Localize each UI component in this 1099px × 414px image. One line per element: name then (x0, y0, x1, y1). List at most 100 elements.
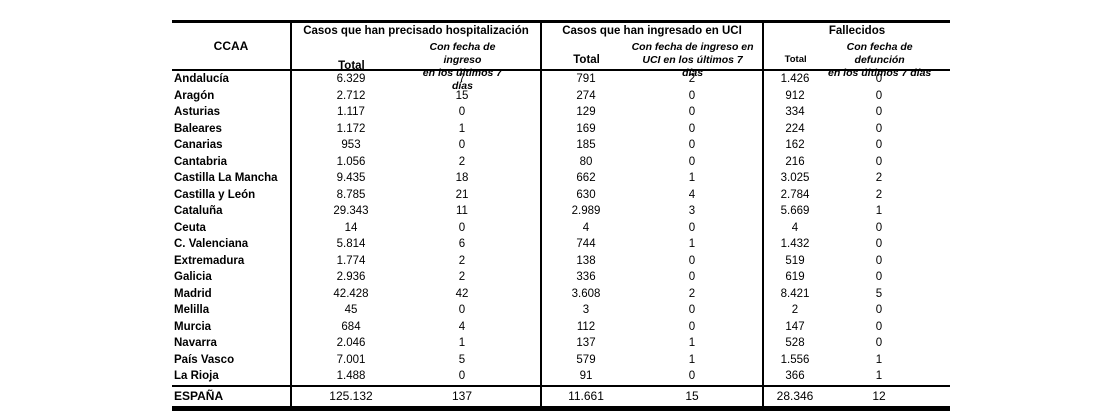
table-row: Melilla 45 0 3 0 2 0 (172, 302, 950, 319)
value-cell: 2 (458, 271, 466, 284)
value-cell: 2.046 (290, 335, 410, 352)
value-cell: 791 (540, 71, 630, 88)
region-name: Andalucía (174, 73, 229, 86)
value-cell: 28.346 (762, 386, 826, 406)
value-cell: 2 (688, 287, 696, 300)
group-title-fallecidos: Fallecidos (828, 25, 886, 37)
table-row: Castilla La Mancha 9.435 18 662 1 3.025 2 (172, 170, 950, 187)
value-cell: 0 (688, 106, 696, 119)
value-cell: 29.343 (290, 203, 410, 220)
value-cell: 80 (540, 153, 630, 170)
value-cell: 953 (290, 137, 410, 154)
table-row: Castilla y León 8.785 21 630 4 2.784 2 (172, 186, 950, 203)
value-cell: 129 (540, 104, 630, 121)
table-row: Aragón 2.712 15 274 0 912 0 (172, 87, 950, 104)
value-cell: 1 (458, 337, 466, 350)
table-row: C. Valenciana 5.814 6 744 1 1.432 0 (172, 236, 950, 253)
value-cell: 0 (875, 73, 883, 86)
value-cell: 0 (875, 271, 883, 284)
value-cell: 662 (540, 170, 630, 187)
value-cell: 0 (688, 122, 696, 135)
value-cell: 0 (875, 155, 883, 168)
value-cell: 42 (455, 287, 469, 300)
value-cell: 4 (688, 188, 696, 201)
value-cell: 5.814 (290, 236, 410, 253)
region-name: Asturias (174, 106, 221, 119)
value-cell: 15 (455, 89, 469, 102)
value-cell: 744 (540, 236, 630, 253)
value-cell: 185 (540, 137, 630, 154)
value-cell: 1.172 (290, 120, 410, 137)
value-cell: 2.784 (762, 186, 826, 203)
value-cell: 6.329 (290, 71, 410, 88)
value-cell: 3.025 (762, 170, 826, 187)
value-cell: 7.001 (290, 351, 410, 368)
value-cell: 0 (458, 139, 466, 152)
table-header: CCAA Casos que han precisado hospitaliza… (172, 23, 950, 92)
value-cell: 334 (762, 104, 826, 121)
recent-label-line2: en los últimos 7 días (827, 67, 932, 79)
region-name: Castilla y León (174, 188, 256, 201)
value-cell: 1.556 (762, 351, 826, 368)
value-cell: 0 (875, 122, 883, 135)
value-cell: 1 (688, 238, 696, 251)
group-title-uci: Casos que han ingresado en UCI (562, 25, 742, 37)
value-cell: 1 (875, 353, 883, 366)
table-row: Navarra 2.046 1 137 1 528 0 (172, 335, 950, 352)
value-cell: 112 (540, 318, 630, 335)
recent-label-line1: Con fecha de defunción (846, 41, 913, 66)
value-cell: 0 (458, 221, 466, 234)
value-cell: 8.421 (762, 285, 826, 302)
column-header-fallecidos-recent: Con fecha de defunción en los últimos 7 … (827, 39, 950, 80)
value-cell: 0 (688, 155, 696, 168)
value-cell: 1.774 (290, 252, 410, 269)
value-cell: 4 (458, 320, 466, 333)
value-cell: 2.936 (290, 269, 410, 286)
value-cell: 366 (762, 368, 826, 385)
column-header-fallecidos-total: Total (784, 54, 807, 65)
value-cell: 1 (875, 370, 883, 383)
value-cell: 2 (458, 254, 466, 267)
value-cell: 912 (762, 87, 826, 104)
region-name: Canarias (174, 139, 223, 152)
table-row: Cataluña 29.343 11 2.989 3 5.669 1 (172, 203, 950, 220)
value-cell: 619 (762, 269, 826, 286)
covid-ccaa-table: CCAA Casos que han precisado hospitaliza… (172, 20, 950, 411)
recent-label-line1: Con fecha de ingreso (429, 41, 496, 66)
value-cell: 18 (455, 172, 469, 185)
value-cell: 0 (688, 304, 696, 317)
value-cell: 0 (875, 238, 883, 251)
table-row: Asturias 1.117 0 129 0 334 0 (172, 104, 950, 121)
column-header-uci-total: Total (573, 53, 600, 66)
value-cell: 1 (875, 205, 883, 218)
value-cell: 336 (540, 269, 630, 286)
value-cell: 21 (455, 188, 469, 201)
region-name: La Rioja (174, 370, 219, 383)
value-cell: 0 (688, 271, 696, 284)
value-cell: 0 (875, 320, 883, 333)
value-cell: 8.785 (290, 186, 410, 203)
value-cell: 147 (762, 318, 826, 335)
value-cell: 3 (540, 302, 630, 319)
table-row: Extremadura 1.774 2 138 0 519 0 (172, 252, 950, 269)
value-cell: 45 (290, 302, 410, 319)
value-cell: 91 (540, 368, 630, 385)
value-cell: 15 (685, 389, 699, 403)
table-body: Andalucía 6.329 7 791 2 1.426 0 Aragón 2.712 15 27… (172, 71, 950, 406)
region-name: Cantabria (174, 155, 228, 168)
table-row: Cantabria 1.056 2 80 0 216 0 (172, 153, 950, 170)
region-name: Castilla La Mancha (174, 172, 278, 185)
value-cell: 0 (688, 221, 696, 234)
value-cell: 0 (688, 370, 696, 383)
value-cell: 0 (458, 370, 466, 383)
value-cell: 1 (688, 337, 696, 350)
value-cell: 3.608 (540, 285, 630, 302)
subheader-row: Total Con fecha de ingreso en los último… (292, 39, 540, 93)
recent-label-line2: en los últimos 7 días (422, 67, 503, 92)
value-cell: 0 (458, 106, 466, 119)
table-row: Ceuta 14 0 4 0 4 0 (172, 219, 950, 236)
value-cell: 2 (875, 188, 883, 201)
value-cell: 0 (875, 89, 883, 102)
header-group-hospitalizacion: Casos que han precisado hospitalización … (290, 23, 540, 92)
